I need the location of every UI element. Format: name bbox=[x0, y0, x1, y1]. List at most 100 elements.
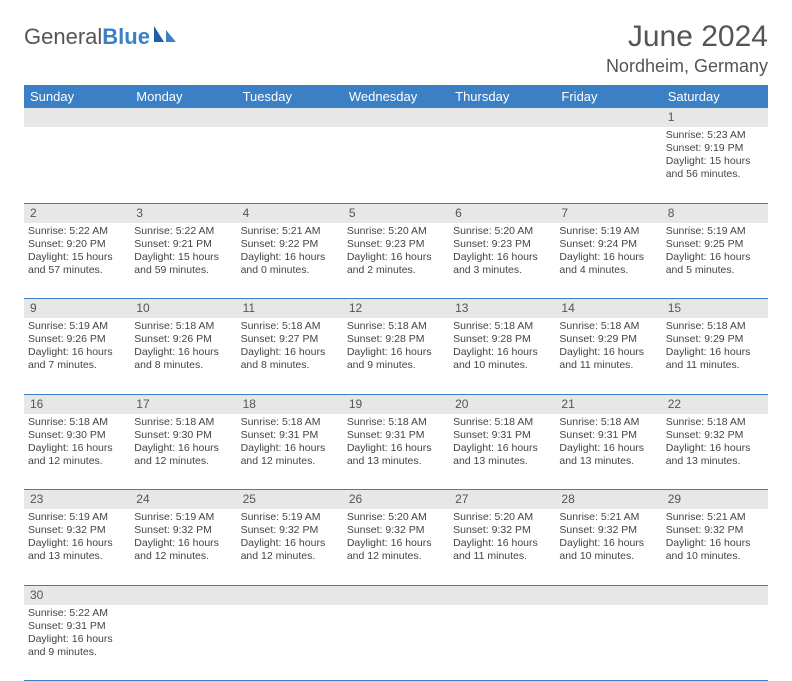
daylight-text: Daylight: 15 hours and 59 minutes. bbox=[134, 251, 232, 277]
day-number bbox=[343, 585, 449, 605]
day-number: 5 bbox=[343, 203, 449, 223]
day-number: 3 bbox=[130, 203, 236, 223]
location: Nordheim, Germany bbox=[606, 56, 768, 77]
sunset-text: Sunset: 9:24 PM bbox=[559, 238, 657, 251]
daynum-row: 2345678 bbox=[24, 203, 768, 223]
day-cell: Sunrise: 5:18 AMSunset: 9:32 PMDaylight:… bbox=[662, 414, 768, 490]
daylight-text: Daylight: 16 hours and 11 minutes. bbox=[453, 537, 551, 563]
sunset-text: Sunset: 9:28 PM bbox=[453, 333, 551, 346]
day-cell: Sunrise: 5:18 AMSunset: 9:29 PMDaylight:… bbox=[662, 318, 768, 394]
day-number bbox=[24, 108, 130, 127]
sunrise-text: Sunrise: 5:21 AM bbox=[666, 511, 764, 524]
day-cell: Sunrise: 5:19 AMSunset: 9:32 PMDaylight:… bbox=[24, 509, 130, 585]
day-cell bbox=[555, 605, 661, 681]
sunrise-text: Sunrise: 5:19 AM bbox=[241, 511, 339, 524]
day-cell: Sunrise: 5:19 AMSunset: 9:32 PMDaylight:… bbox=[130, 509, 236, 585]
week-row: Sunrise: 5:22 AMSunset: 9:31 PMDaylight:… bbox=[24, 605, 768, 681]
day-number bbox=[237, 108, 343, 127]
sunrise-text: Sunrise: 5:19 AM bbox=[28, 511, 126, 524]
daylight-text: Daylight: 16 hours and 13 minutes. bbox=[453, 442, 551, 468]
day-cell: Sunrise: 5:18 AMSunset: 9:26 PMDaylight:… bbox=[130, 318, 236, 394]
sunset-text: Sunset: 9:22 PM bbox=[241, 238, 339, 251]
day-cell bbox=[24, 127, 130, 203]
sunset-text: Sunset: 9:32 PM bbox=[134, 524, 232, 537]
daylight-text: Daylight: 15 hours and 56 minutes. bbox=[666, 155, 764, 181]
daynum-row: 23242526272829 bbox=[24, 490, 768, 510]
day-cell bbox=[343, 605, 449, 681]
sunrise-text: Sunrise: 5:18 AM bbox=[347, 320, 445, 333]
day-number: 25 bbox=[237, 490, 343, 510]
daylight-text: Daylight: 15 hours and 57 minutes. bbox=[28, 251, 126, 277]
daynum-row: 30 bbox=[24, 585, 768, 605]
day-number: 27 bbox=[449, 490, 555, 510]
week-row: Sunrise: 5:23 AMSunset: 9:19 PMDaylight:… bbox=[24, 127, 768, 203]
logo-sail-icon bbox=[152, 24, 178, 44]
sunrise-text: Sunrise: 5:18 AM bbox=[28, 416, 126, 429]
day-number: 20 bbox=[449, 394, 555, 414]
day-number: 18 bbox=[237, 394, 343, 414]
day-header: Sunday bbox=[24, 85, 130, 108]
sunset-text: Sunset: 9:31 PM bbox=[347, 429, 445, 442]
day-cell: Sunrise: 5:19 AMSunset: 9:25 PMDaylight:… bbox=[662, 223, 768, 299]
sunset-text: Sunset: 9:20 PM bbox=[28, 238, 126, 251]
sunrise-text: Sunrise: 5:19 AM bbox=[666, 225, 764, 238]
day-cell bbox=[449, 127, 555, 203]
sunrise-text: Sunrise: 5:20 AM bbox=[453, 225, 551, 238]
day-cell: Sunrise: 5:18 AMSunset: 9:28 PMDaylight:… bbox=[343, 318, 449, 394]
day-cell: Sunrise: 5:22 AMSunset: 9:31 PMDaylight:… bbox=[24, 605, 130, 681]
day-number: 4 bbox=[237, 203, 343, 223]
day-number: 30 bbox=[24, 585, 130, 605]
sunrise-text: Sunrise: 5:18 AM bbox=[453, 416, 551, 429]
day-cell: Sunrise: 5:23 AMSunset: 9:19 PMDaylight:… bbox=[662, 127, 768, 203]
sunrise-text: Sunrise: 5:18 AM bbox=[666, 416, 764, 429]
day-cell: Sunrise: 5:18 AMSunset: 9:31 PMDaylight:… bbox=[555, 414, 661, 490]
day-cell bbox=[130, 127, 236, 203]
daylight-text: Daylight: 16 hours and 12 minutes. bbox=[134, 537, 232, 563]
month-title: June 2024 bbox=[606, 20, 768, 54]
sunset-text: Sunset: 9:32 PM bbox=[241, 524, 339, 537]
day-cell: Sunrise: 5:18 AMSunset: 9:31 PMDaylight:… bbox=[237, 414, 343, 490]
day-number: 29 bbox=[662, 490, 768, 510]
day-cell bbox=[237, 127, 343, 203]
day-cell: Sunrise: 5:22 AMSunset: 9:21 PMDaylight:… bbox=[130, 223, 236, 299]
day-number: 24 bbox=[130, 490, 236, 510]
day-cell bbox=[662, 605, 768, 681]
title-block: June 2024 Nordheim, Germany bbox=[606, 20, 768, 77]
daylight-text: Daylight: 16 hours and 13 minutes. bbox=[666, 442, 764, 468]
day-cell: Sunrise: 5:18 AMSunset: 9:30 PMDaylight:… bbox=[130, 414, 236, 490]
daynum-row: 16171819202122 bbox=[24, 394, 768, 414]
daylight-text: Daylight: 16 hours and 12 minutes. bbox=[28, 442, 126, 468]
logo: GeneralBlue bbox=[24, 24, 178, 50]
sunrise-text: Sunrise: 5:18 AM bbox=[134, 320, 232, 333]
day-cell bbox=[237, 605, 343, 681]
day-header: Wednesday bbox=[343, 85, 449, 108]
sunset-text: Sunset: 9:29 PM bbox=[559, 333, 657, 346]
day-cell: Sunrise: 5:20 AMSunset: 9:23 PMDaylight:… bbox=[449, 223, 555, 299]
sunrise-text: Sunrise: 5:20 AM bbox=[453, 511, 551, 524]
sunset-text: Sunset: 9:29 PM bbox=[666, 333, 764, 346]
day-number: 22 bbox=[662, 394, 768, 414]
daylight-text: Daylight: 16 hours and 9 minutes. bbox=[347, 346, 445, 372]
logo-text-1: General bbox=[24, 24, 102, 50]
sunrise-text: Sunrise: 5:22 AM bbox=[134, 225, 232, 238]
day-number: 6 bbox=[449, 203, 555, 223]
week-row: Sunrise: 5:19 AMSunset: 9:26 PMDaylight:… bbox=[24, 318, 768, 394]
day-number: 17 bbox=[130, 394, 236, 414]
day-cell: Sunrise: 5:21 AMSunset: 9:32 PMDaylight:… bbox=[555, 509, 661, 585]
day-cell: Sunrise: 5:19 AMSunset: 9:24 PMDaylight:… bbox=[555, 223, 661, 299]
sunrise-text: Sunrise: 5:19 AM bbox=[28, 320, 126, 333]
daylight-text: Daylight: 16 hours and 10 minutes. bbox=[559, 537, 657, 563]
daylight-text: Daylight: 16 hours and 0 minutes. bbox=[241, 251, 339, 277]
sunset-text: Sunset: 9:32 PM bbox=[666, 524, 764, 537]
sunset-text: Sunset: 9:31 PM bbox=[453, 429, 551, 442]
day-number bbox=[555, 585, 661, 605]
day-number: 10 bbox=[130, 299, 236, 319]
logo-text-2: Blue bbox=[102, 24, 150, 50]
daylight-text: Daylight: 16 hours and 8 minutes. bbox=[134, 346, 232, 372]
day-cell: Sunrise: 5:18 AMSunset: 9:27 PMDaylight:… bbox=[237, 318, 343, 394]
daylight-text: Daylight: 16 hours and 3 minutes. bbox=[453, 251, 551, 277]
sunrise-text: Sunrise: 5:21 AM bbox=[559, 511, 657, 524]
daynum-row: 1 bbox=[24, 108, 768, 127]
day-cell: Sunrise: 5:21 AMSunset: 9:22 PMDaylight:… bbox=[237, 223, 343, 299]
sunset-text: Sunset: 9:32 PM bbox=[559, 524, 657, 537]
